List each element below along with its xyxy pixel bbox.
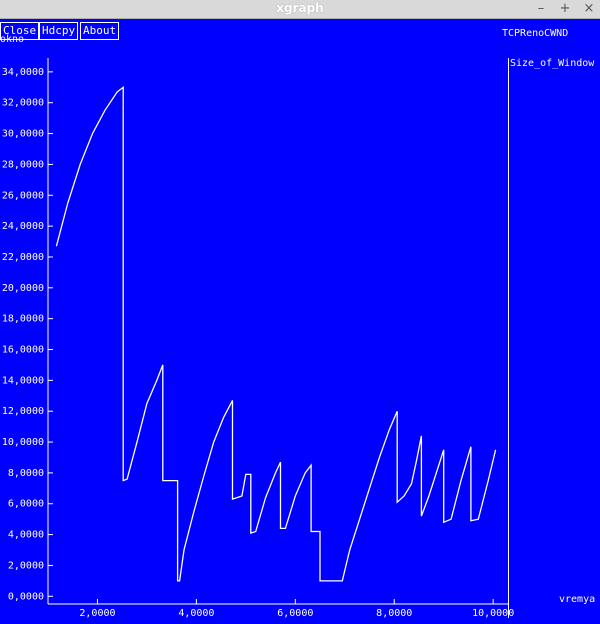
y-tick-label: 0,0000 [8,591,44,602]
y-axis-label: okno [0,34,25,45]
x-tick-label: 8,0000 [376,608,412,619]
y-tick-label: 14,0000 [2,375,44,386]
minimize-icon[interactable]: – [537,1,545,16]
y-tick-label: 10,0000 [2,437,44,448]
plot-axes: 0,0000 2,0000 4,0000 6,0000 8,0000 10,0000 12,… [2,58,514,619]
series-line [55,85,497,582]
x-tick-label: 4,0000 [178,608,214,619]
legend-panel [508,58,599,618]
title-bar: xgraph – + × [0,0,600,19]
y-tick-label: 16,0000 [2,345,44,356]
about-button[interactable]: About [80,22,120,40]
y-tick-label: 26,0000 [2,190,44,201]
graph-title: TCPRenoCWND [502,28,569,39]
hdcpy-button[interactable]: Hdcpy [39,22,79,40]
maximize-icon[interactable]: + [559,1,571,16]
y-tick-label: 34,0000 [2,67,44,78]
plot-series [55,85,497,582]
y-tick-label: 32,0000 [2,98,44,109]
y-tick-label: 24,0000 [2,221,44,232]
y-tick-label: 8,0000 [8,468,44,479]
y-tick-label: 12,0000 [2,406,44,417]
x-tick-label: 10,0000 [472,608,514,619]
close-button[interactable]: Close [0,22,40,40]
y-tick-label: 18,0000 [2,314,44,325]
y-tick-label: 6,0000 [8,499,44,510]
x-axis-label: vremya [559,594,596,605]
y-tick-label: 2,0000 [8,560,44,571]
close-icon[interactable]: × [583,1,595,16]
window-title: xgraph [276,1,324,15]
x-tick-label: 6,0000 [277,608,313,619]
y-tick-label: 4,0000 [8,530,44,541]
y-tick-label: 28,0000 [2,159,44,170]
y-tick-label: 30,0000 [2,129,44,140]
y-tick-label: 20,0000 [2,283,44,294]
x-tick-label: 2,0000 [79,608,115,619]
y-tick-label: 22,0000 [2,252,44,263]
legend-entry: Size_of_Window [510,58,595,69]
